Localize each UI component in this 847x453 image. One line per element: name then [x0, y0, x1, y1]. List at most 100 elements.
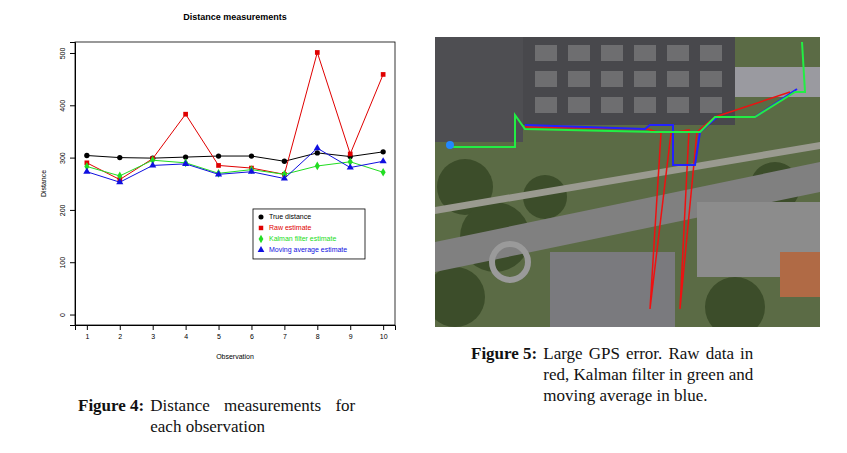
- x-tick-mark: [251, 325, 252, 330]
- x-tick: 1: [85, 325, 89, 340]
- map-courtyard: [667, 97, 689, 113]
- y-tick-label: 200: [59, 204, 66, 216]
- x-tick-mark: [186, 325, 187, 330]
- legend-symbol: [258, 214, 263, 219]
- y-tick-mark: [70, 105, 75, 106]
- map-courtyard: [700, 71, 722, 87]
- map-courtyard: [535, 71, 557, 87]
- map-image: [435, 37, 820, 327]
- y-tick: 400: [59, 100, 75, 112]
- caption-text: Distance measurements for each observati…: [150, 395, 355, 437]
- x-axis-line: [76, 326, 396, 331]
- map-courtyard: [568, 71, 590, 87]
- plot-frame: [75, 42, 395, 325]
- map-track-kalman: [447, 42, 805, 147]
- y-tick-label: 100: [59, 257, 66, 269]
- legend-label: Kalman filter estimate: [269, 235, 336, 242]
- series-point: [183, 112, 188, 117]
- x-tick-mark: [383, 325, 384, 330]
- y-tick-label: 0: [59, 313, 66, 317]
- map-courtyard: [700, 97, 722, 113]
- x-tick-mark: [317, 325, 318, 330]
- map-building: [523, 37, 735, 125]
- x-tick-mark: [153, 325, 154, 330]
- map-courtyard: [667, 71, 689, 87]
- x-tick: 2: [118, 325, 122, 340]
- x-tick-mark: [219, 325, 220, 330]
- series-point: [249, 153, 254, 158]
- y-tick-label: 400: [59, 100, 66, 112]
- series-point: [281, 174, 288, 180]
- series-point: [84, 153, 89, 158]
- x-axis-title: Observation: [216, 353, 254, 360]
- caption-label: Figure 5:: [471, 343, 537, 406]
- y-tick-mark: [70, 53, 75, 54]
- series-point: [348, 152, 353, 157]
- x-tick-label: 7: [283, 333, 287, 340]
- series-point: [116, 178, 123, 184]
- legend-symbol: [259, 235, 264, 243]
- series-point: [380, 157, 387, 163]
- map-start-point: [446, 141, 454, 149]
- y-tick-mark: [70, 262, 75, 263]
- x-tick: 10: [380, 325, 388, 340]
- x-tick: 5: [217, 325, 221, 340]
- legend-label: True distance: [269, 213, 311, 220]
- x-tick-label: 2: [118, 333, 122, 340]
- y-tick: 0: [59, 313, 75, 317]
- x-tick-label: 3: [151, 333, 155, 340]
- map-roundabout: [492, 244, 528, 280]
- y-tick-mark: [70, 158, 75, 159]
- series-point: [182, 160, 189, 166]
- map-courtyard: [601, 45, 623, 61]
- y-tick-mark: [70, 315, 75, 316]
- y-axis-title: Distance: [40, 170, 47, 197]
- x-tick: 4: [184, 325, 188, 340]
- series-point: [381, 149, 386, 154]
- y-tick: 300: [59, 152, 75, 164]
- y-tick: 100: [59, 257, 75, 269]
- y-tick: 200: [59, 204, 75, 216]
- x-tick-label: 8: [316, 333, 320, 340]
- map-building: [735, 67, 820, 97]
- x-tick: 9: [349, 325, 353, 340]
- caption-label: Figure 4:: [78, 395, 144, 437]
- x-tick-label: 10: [380, 333, 388, 340]
- caption-text: Large GPS error. Raw data in red, Kalman…: [543, 343, 753, 406]
- x-tick: 7: [283, 325, 287, 340]
- x-tick-label: 4: [184, 333, 188, 340]
- map-courtyard: [601, 71, 623, 87]
- series-point: [381, 168, 386, 177]
- map-building: [435, 37, 523, 142]
- legend-box: [253, 209, 365, 259]
- map-courtyard: [568, 97, 590, 113]
- x-tick-mark: [87, 325, 88, 330]
- series-point: [216, 153, 221, 158]
- map-courtyard: [535, 97, 557, 113]
- map-trees: [435, 267, 485, 327]
- x-axis: 1 2 3 4 5 6 7 8 9 10: [76, 325, 396, 340]
- y-tick-label: 500: [59, 48, 66, 60]
- map-courtyard: [568, 45, 590, 61]
- y-axis: 0 100 200 300 400 500: [59, 43, 76, 326]
- map-building: [550, 252, 675, 327]
- series-point: [83, 168, 90, 174]
- series-point: [315, 162, 320, 171]
- y-tick-label: 300: [59, 152, 66, 164]
- figure-caption: Figure 4:Distance measurements for each …: [78, 395, 355, 437]
- y-axis-line: [70, 43, 76, 326]
- x-tick: 6: [250, 325, 254, 340]
- map-courtyard: [700, 45, 722, 61]
- y-tick-mark: [70, 210, 75, 211]
- plot-area: [83, 50, 386, 184]
- x-tick-label: 5: [217, 333, 221, 340]
- map-courtyard: [634, 45, 656, 61]
- series-point: [282, 159, 287, 164]
- x-tick-label: 9: [349, 333, 353, 340]
- series-point: [248, 168, 255, 174]
- series-point: [215, 170, 222, 176]
- y-tick: 500: [59, 48, 75, 60]
- series-point: [314, 144, 321, 150]
- map-track-moving-average: [525, 89, 797, 165]
- series-point: [347, 163, 354, 169]
